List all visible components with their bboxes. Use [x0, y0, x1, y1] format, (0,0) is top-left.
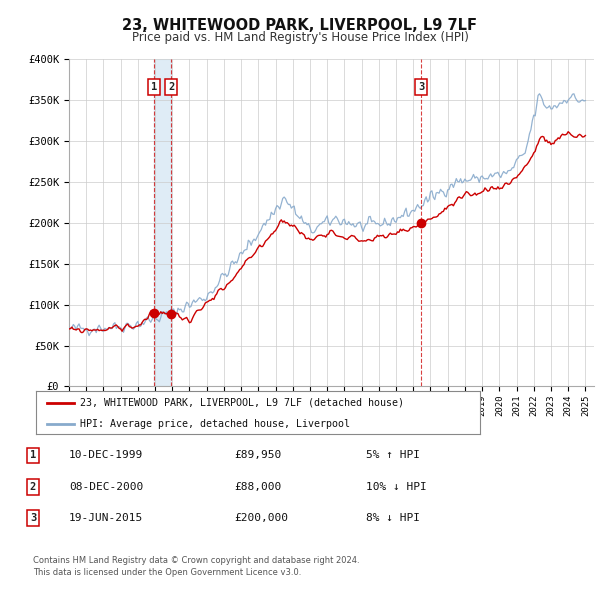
- Text: 1: 1: [30, 451, 36, 460]
- Text: 19-JUN-2015: 19-JUN-2015: [69, 513, 143, 523]
- Text: Contains HM Land Registry data © Crown copyright and database right 2024.: Contains HM Land Registry data © Crown c…: [33, 556, 359, 565]
- Text: 5% ↑ HPI: 5% ↑ HPI: [366, 451, 420, 460]
- Text: £88,000: £88,000: [234, 482, 281, 491]
- Text: £89,950: £89,950: [234, 451, 281, 460]
- Text: 2: 2: [30, 482, 36, 491]
- Text: 2: 2: [168, 82, 175, 92]
- Text: £200,000: £200,000: [234, 513, 288, 523]
- Text: This data is licensed under the Open Government Licence v3.0.: This data is licensed under the Open Gov…: [33, 568, 301, 577]
- Text: 10% ↓ HPI: 10% ↓ HPI: [366, 482, 427, 491]
- Text: 23, WHITEWOOD PARK, LIVERPOOL, L9 7LF: 23, WHITEWOOD PARK, LIVERPOOL, L9 7LF: [122, 18, 478, 32]
- Text: 3: 3: [418, 82, 424, 92]
- Text: 23, WHITEWOOD PARK, LIVERPOOL, L9 7LF (detached house): 23, WHITEWOOD PARK, LIVERPOOL, L9 7LF (d…: [80, 398, 404, 408]
- Text: 08-DEC-2000: 08-DEC-2000: [69, 482, 143, 491]
- Text: 3: 3: [30, 513, 36, 523]
- Text: 10-DEC-1999: 10-DEC-1999: [69, 451, 143, 460]
- Text: 1: 1: [151, 82, 157, 92]
- Bar: [154, 59, 172, 386]
- Text: Price paid vs. HM Land Registry's House Price Index (HPI): Price paid vs. HM Land Registry's House …: [131, 31, 469, 44]
- Text: HPI: Average price, detached house, Liverpool: HPI: Average price, detached house, Live…: [80, 419, 350, 430]
- Text: 8% ↓ HPI: 8% ↓ HPI: [366, 513, 420, 523]
